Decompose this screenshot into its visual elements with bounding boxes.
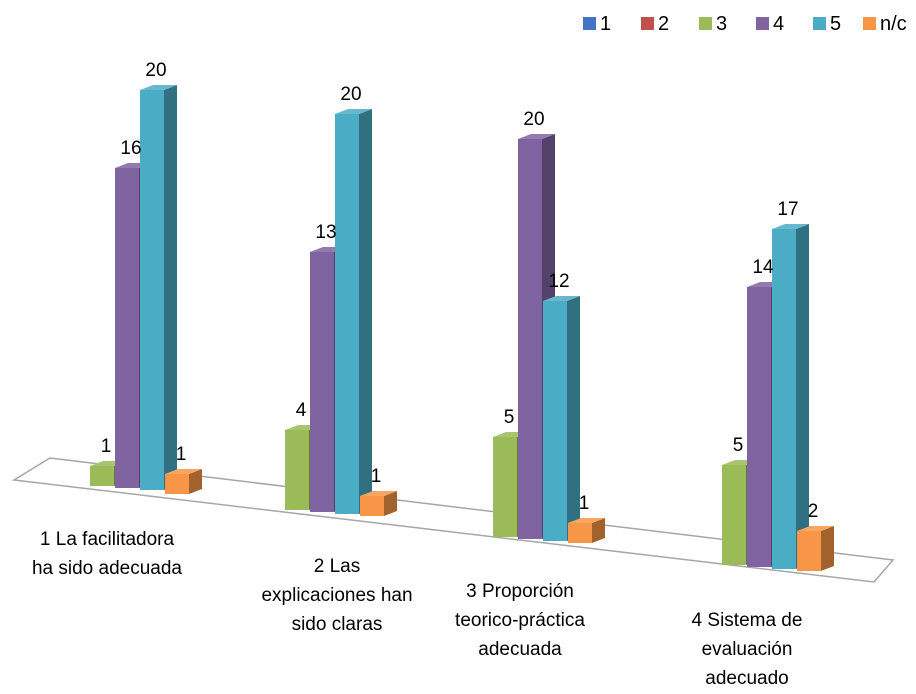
legend-swatch-6: [863, 17, 876, 30]
legend-label-4: 4: [773, 13, 784, 35]
value-label-1-series-5: 20: [145, 60, 166, 81]
chart-floor: [11, 457, 895, 583]
legend-label-1: 1: [600, 13, 611, 35]
value-label-1-series-n/c: 1: [176, 444, 187, 465]
legend-swatch-2: [641, 17, 654, 30]
value-label-2-series-n/c: 1: [371, 466, 382, 487]
bar-3-series-5: [543, 296, 580, 541]
legend-label-3: 3: [716, 13, 727, 35]
value-label-2-series-3: 4: [296, 400, 307, 421]
category-labels: 1 La facilitadora ha sido adecuada 2 Las ex…: [32, 529, 802, 689]
bar-3-series-n/c: [568, 518, 605, 543]
legend-swatch-4: [756, 17, 769, 30]
legend-swatch-1: [583, 17, 596, 30]
value-label-3-series-4: 20: [523, 109, 544, 130]
value-label-4-series-3: 5: [733, 435, 744, 456]
bar-1-series-5: [140, 85, 177, 490]
bar-4-series-5: [772, 224, 809, 569]
value-label-2-series-5: 20: [340, 84, 361, 105]
legend-swatch-5: [813, 17, 826, 30]
bar-2-series-5: [335, 109, 372, 514]
bars: [90, 85, 834, 571]
value-label-4-series-4: 14: [752, 257, 774, 278]
legend: 1 2 3 4 5 n/c: [583, 13, 907, 35]
value-label-3-series-n/c: 1: [579, 493, 590, 514]
legend-label-5: 5: [830, 13, 841, 35]
category-label-4: 4 Sistema de evaluación adecuado: [692, 610, 803, 689]
value-label-1-series-4: 16: [120, 138, 141, 159]
value-label-3-series-5: 12: [548, 271, 569, 292]
legend-swatch-3: [699, 17, 712, 30]
bar-1-series-n/c: [165, 469, 202, 494]
value-label-4-series-5: 17: [777, 199, 798, 220]
category-label-2: 2 Las explicaciones han sido claras: [261, 556, 412, 635]
value-label-4-series-n/c: 2: [808, 501, 819, 522]
bar-4-series-n/c: [797, 526, 834, 571]
category-label-3: 3 Proporción teorico-práctica adecuada: [455, 581, 585, 660]
bar-2-series-n/c: [360, 491, 397, 516]
category-label-1: 1 La facilitadora ha sido adecuada: [32, 529, 182, 579]
value-label-2-series-4: 13: [315, 222, 336, 243]
value-label-1-series-3: 1: [101, 436, 112, 457]
legend-label-2: 2: [658, 13, 669, 35]
value-label-3-series-3: 5: [504, 407, 515, 428]
legend-label-6: n/c: [880, 13, 907, 35]
